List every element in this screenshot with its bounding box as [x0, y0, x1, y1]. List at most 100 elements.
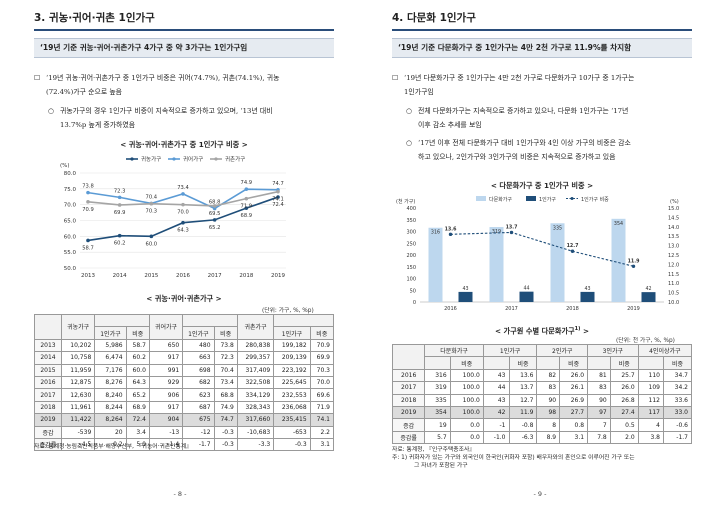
y-tick-label-left: 0	[413, 300, 416, 306]
data-point	[631, 264, 636, 268]
legend-label: 귀어가구	[183, 155, 203, 163]
row-header-cell: 2016	[391, 368, 426, 383]
table-cell: 3.1	[559, 430, 589, 445]
table-cell: 682	[182, 375, 215, 390]
table-cell: -1.7	[182, 437, 215, 452]
data-label: 72.3	[114, 188, 126, 194]
table-cell: 698	[182, 363, 215, 377]
data-point	[570, 249, 575, 253]
bullet-paragraph-2: ○ 귀농가구의 경우 1인가구 비중이 지속적으로 증가하고 있으며, ‘13년…	[48, 104, 336, 132]
x-tick-label: 2016	[176, 273, 190, 279]
table-cell: -1.4	[148, 437, 184, 452]
table-subheader: 비중	[213, 326, 238, 340]
table-cell: 74.7	[213, 413, 238, 427]
table-cell: 82	[536, 368, 561, 383]
legend-label: 귀촌가구	[225, 155, 245, 163]
row-header-cell: 2019	[391, 405, 426, 420]
table-cell: -1	[482, 418, 510, 432]
y-tick-label-right: 14.5	[668, 215, 679, 221]
bar-label: 354	[614, 221, 623, 227]
table-subheader-empty	[536, 356, 561, 370]
table-cell: -0.3	[213, 437, 238, 452]
table-row: 증감률 -4.5 0.2 5.0 -1.4 -1.7 -0.3 -3.3 -0.3 3.1	[34, 437, 335, 452]
table-cell: -539	[60, 425, 96, 439]
paragraph-line: 전체 다문화가구는 지속적으로 증가하고 있으나, 다문화 1인가구는 ‘17년	[418, 107, 629, 115]
table-body: 2016 316 100.0 43 13.6 82 26.0 81 25.7 110 34.7 201…	[391, 368, 693, 445]
table-cell: 316	[424, 368, 451, 383]
table-cell: 12,875	[60, 375, 96, 390]
data-point	[181, 220, 185, 225]
y-axis-label: (%)	[60, 163, 70, 169]
data-point	[244, 187, 249, 191]
table-row: 2017 319 100.0 44 13.7 83 26.1 83 26.0 109 34.2	[391, 381, 693, 395]
bar-single	[519, 291, 534, 302]
table-cell: 26.9	[559, 393, 589, 407]
y-tick-label: 50.0	[64, 266, 77, 272]
legend-marker	[172, 157, 176, 161]
y-tick-label-left: 350	[406, 218, 416, 224]
bar-single	[458, 291, 473, 302]
table-header: 4인이상가구	[637, 343, 693, 358]
chart-title: < 다문화가구 중 1인가구 비중 >	[490, 181, 594, 190]
left-page: 3. 귀농·귀어·귀촌 1인가구 ‘19년 기준 귀농·귀어·귀촌가구 4가구 …	[34, 12, 336, 498]
table-cell: -12	[182, 425, 215, 439]
table-header: 1인가구	[482, 343, 538, 358]
x-tick-label: 2017	[505, 306, 518, 312]
table-subheader-empty	[424, 356, 451, 370]
data-label: 11.9	[628, 258, 640, 264]
section-headline: ‘19년 기준 다문화가구 중 1인가구는 4만 2천 가구로 11.9%를 차…	[392, 38, 692, 58]
table-cell: 27.7	[559, 405, 589, 420]
table-subheader: 1인가구	[182, 326, 215, 340]
y-tick-label: 70.0	[64, 203, 77, 209]
row-header-cell: 2014	[34, 351, 62, 365]
table-cell: 8	[536, 418, 561, 432]
table-cell: 100.0	[449, 368, 484, 383]
legend-label: 1인가구	[539, 196, 556, 203]
table-cell: 0.0	[449, 430, 484, 445]
page-number: - 9 -	[533, 490, 547, 498]
table-cell: 65.2	[125, 388, 150, 402]
bar-label: 319	[492, 229, 501, 235]
data-label: 58.7	[82, 245, 94, 251]
table-subheader: 비중	[609, 356, 639, 370]
table-cell: 74.1	[309, 413, 335, 427]
data-table: 다문화가구 1인가구 2인가구 3인가구 4인이상가구 비중 비중 비중 비중 …	[391, 343, 693, 445]
bar-single	[580, 291, 595, 302]
table-cell: 11,961	[60, 400, 96, 415]
table-cell: 100.0	[449, 405, 484, 420]
table-cell: 0.5	[609, 418, 639, 432]
table-cell: 34.2	[662, 381, 693, 395]
table-row: 증감 19 0.0 -1 -0.8 8 0.8 7 0.5 4 -0.6	[391, 418, 693, 432]
table-cell: 13.6	[508, 368, 538, 383]
table-cell: 11.9	[508, 405, 538, 420]
bullet-paragraph-2: ○ 전체 다문화가구는 지속적으로 증가하고 있으나, 다문화 1인가구는 ‘1…	[406, 104, 696, 132]
data-point	[244, 206, 249, 210]
data-point	[181, 202, 185, 207]
bar-total	[611, 218, 626, 302]
table-unit: (단위: 천 가구, %, %p)	[616, 338, 675, 344]
y-tick-label-left: 200	[406, 253, 416, 259]
table-cell: 34.7	[662, 368, 693, 383]
bar-label: 43	[584, 286, 590, 292]
table-cell: 317,660	[236, 413, 275, 427]
table-cell: 7	[587, 418, 611, 432]
table-cell: 3.4	[125, 425, 150, 439]
x-tick-label: 2015	[144, 273, 158, 279]
data-point	[212, 218, 217, 222]
table-cell: 117	[637, 405, 664, 420]
x-tick-label: 2018	[239, 273, 253, 279]
table-header: 3인가구	[587, 343, 639, 358]
table-subheader: 비중	[309, 326, 335, 340]
x-tick-label: 2017	[208, 273, 222, 279]
table-header: 2인가구	[536, 343, 589, 358]
data-point	[448, 232, 453, 237]
table-cell: 235,415	[273, 413, 311, 427]
circle-bullet-icon: ○	[406, 139, 413, 147]
table-cell: 225,645	[273, 375, 311, 390]
table-cell: 33.0	[662, 405, 693, 420]
bar-total	[428, 227, 443, 302]
y-tick-label-left: 250	[406, 241, 416, 247]
data-point	[117, 195, 122, 200]
table-cell: -0.8	[508, 418, 538, 432]
table-cell: 100.0	[449, 393, 484, 407]
